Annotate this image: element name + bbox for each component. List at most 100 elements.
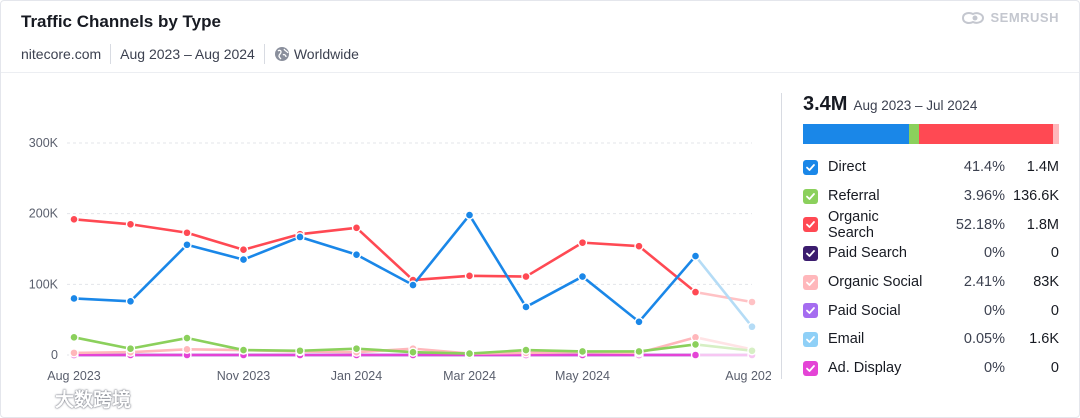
series-line-partial (694, 343, 754, 353)
legend-percent: 0% (984, 360, 1005, 377)
y-tick-label: 200K (29, 207, 59, 221)
y-tick-label: 300K (29, 136, 59, 150)
domain-label[interactable]: nitecore.com (21, 46, 102, 62)
data-point (690, 339, 701, 350)
x-tick-label: Nov 2023 (217, 369, 271, 383)
checkbox-icon[interactable] (803, 274, 818, 290)
region-label[interactable]: Worldwide (293, 46, 359, 62)
x-tick-label: May 2024 (555, 369, 610, 383)
data-point (125, 219, 136, 229)
data-point (351, 223, 362, 233)
watermark-logo-icon (9, 389, 51, 408)
globe-icon (274, 46, 290, 62)
legend-item[interactable]: Paid Search 0% 0 (803, 239, 1059, 268)
brand-name: SEMRUSH (990, 10, 1059, 25)
legend-item[interactable]: Paid Social 0% 0 (803, 296, 1059, 325)
share-segment (803, 124, 909, 144)
data-point (238, 245, 249, 255)
data-point (521, 345, 531, 355)
legend-item[interactable]: Organic Social 2.41% 83K (803, 268, 1059, 297)
y-tick-label: 100K (29, 277, 59, 291)
checkbox-icon[interactable] (803, 159, 818, 175)
legend-value: 0 (1050, 302, 1059, 319)
data-point (747, 322, 757, 332)
data-point (577, 271, 588, 282)
legend-label: Paid Social (828, 302, 901, 319)
legend-label: Organic Search (828, 208, 879, 241)
data-point (634, 346, 644, 357)
data-point (464, 271, 475, 281)
legend-value: 136.6K (1013, 188, 1059, 205)
legend-item[interactable]: Direct 41.4% 1.4M (803, 153, 1059, 182)
checkbox-icon[interactable] (803, 303, 818, 319)
legend-percent: 3.96% (963, 188, 1005, 205)
data-point (464, 210, 475, 220)
legend-value: 0 (1050, 245, 1059, 262)
y-tick-label: 0 (51, 348, 58, 362)
data-point (69, 348, 79, 358)
legend-value: 1.6K (1029, 331, 1059, 348)
data-point (690, 287, 701, 297)
legend-value: 1.8M (1026, 216, 1059, 233)
legend-item[interactable]: Referral 3.96% 136.6K (803, 182, 1059, 211)
data-point (69, 293, 79, 304)
data-point (690, 350, 701, 360)
x-tick-label: Mar 2024 (443, 369, 496, 383)
legend-value: 0 (1050, 360, 1059, 377)
legend-item[interactable]: Organic Search 52.18% 1.8M (803, 208, 1059, 241)
total-value: 3.4M (803, 93, 848, 115)
legend-label: Ad. Display (828, 360, 902, 377)
checkbox-icon[interactable] (803, 331, 818, 347)
data-point (238, 345, 249, 355)
data-point (747, 297, 757, 307)
data-point (295, 232, 305, 242)
series-line-partial (694, 290, 754, 304)
data-point (521, 302, 531, 312)
data-point (69, 214, 79, 225)
legend-percent: 0% (984, 302, 1005, 319)
checkbox-icon[interactable] (803, 217, 818, 233)
checkbox-icon[interactable] (803, 245, 818, 261)
legend-value: 1.4M (1026, 159, 1059, 176)
series-line-partial (694, 336, 754, 351)
legend-panel: 3.4M Aug 2023 – Jul 2024 Direct 41.4% 1.4M… (803, 93, 1059, 383)
data-point (238, 254, 249, 265)
data-point (182, 344, 192, 355)
widget-title: Traffic Channels by Type (21, 12, 221, 31)
share-segment (1052, 124, 1059, 144)
panel-divider (781, 93, 782, 379)
legend-label: Email (828, 331, 865, 348)
date-range-label[interactable]: Aug 2023 – Aug 2024 (120, 46, 255, 62)
data-point (408, 280, 418, 290)
series-line-direct (72, 213, 697, 324)
share-segment (908, 124, 920, 144)
share-segment (919, 124, 1053, 144)
legend-item[interactable]: Email 0.05% 1.6K (803, 325, 1059, 354)
legend-percent: 0.05% (963, 331, 1005, 348)
header-divider (1, 72, 1079, 73)
data-point (408, 347, 418, 357)
legend-value: 83K (1033, 274, 1059, 291)
legend-label: Organic Social (828, 274, 923, 291)
legend-percent: 2.41% (963, 274, 1005, 291)
legend-item[interactable]: Ad. Display 0% 0 (803, 354, 1059, 383)
data-point (182, 228, 192, 238)
legend-label: Direct (828, 159, 866, 176)
data-point (125, 296, 136, 306)
data-point (634, 241, 644, 251)
legend-percent: 0% (984, 245, 1005, 262)
x-tick-label: Aug 2024 (725, 369, 771, 383)
semrush-logo: SEMRUSH (961, 10, 1059, 25)
legend-list: Direct 41.4% 1.4M Referral 3.96% 136.6K Organi… (803, 153, 1059, 383)
series-line-referral (72, 336, 697, 355)
x-tick-label: Aug 2023 (47, 369, 101, 383)
series-line-organic-search (72, 218, 697, 294)
data-point (464, 348, 475, 359)
checkbox-icon[interactable] (803, 188, 818, 204)
checkbox-icon[interactable] (803, 360, 818, 376)
data-point (521, 271, 531, 282)
total-range: Aug 2023 – Jul 2024 (853, 98, 978, 113)
share-bar (803, 124, 1059, 144)
divider (263, 44, 265, 64)
